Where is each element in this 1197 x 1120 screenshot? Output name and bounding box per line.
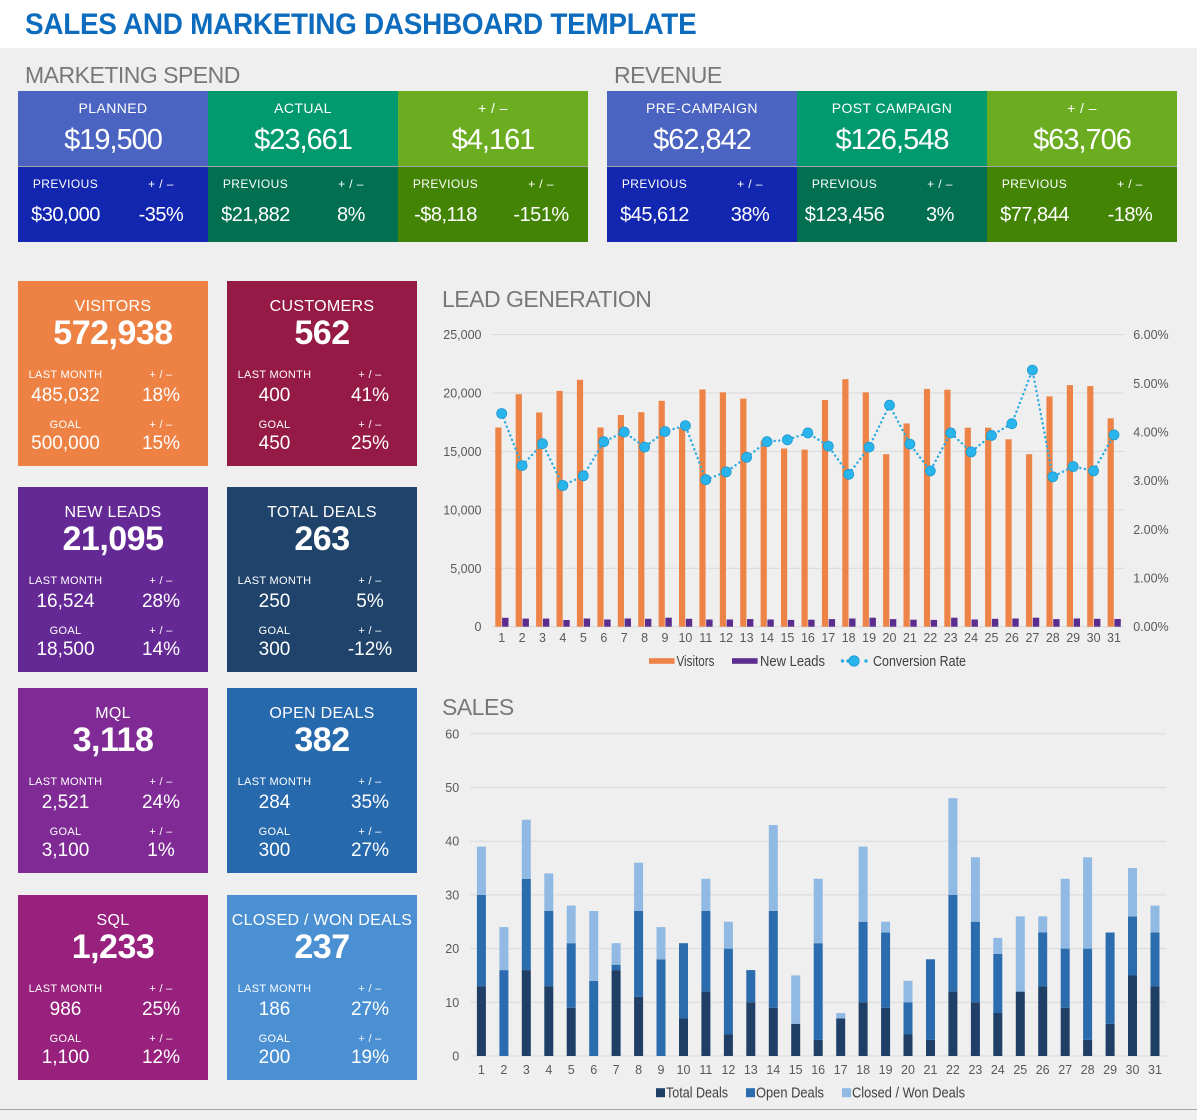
- svg-text:New Leads: New Leads: [760, 654, 825, 670]
- svg-text:25,000: 25,000: [443, 328, 481, 342]
- svg-text:1.00%: 1.00%: [1133, 572, 1168, 586]
- svg-text:18: 18: [842, 631, 856, 645]
- svg-text:2.00%: 2.00%: [1133, 523, 1168, 537]
- svg-text:10: 10: [677, 1063, 691, 1077]
- svg-text:31: 31: [1148, 1063, 1162, 1077]
- svg-text:Closed / Won Deals: Closed / Won Deals: [852, 1086, 965, 1102]
- svg-text:21: 21: [924, 1063, 938, 1077]
- svg-text:6: 6: [600, 631, 607, 645]
- svg-text:60: 60: [445, 727, 459, 741]
- svg-text:40: 40: [445, 835, 459, 849]
- svg-text:27: 27: [1058, 1063, 1072, 1077]
- svg-text:13: 13: [744, 1063, 758, 1077]
- svg-text:7: 7: [621, 631, 628, 645]
- svg-text:17: 17: [834, 1063, 848, 1077]
- svg-text:12: 12: [719, 631, 733, 645]
- svg-text:10: 10: [445, 996, 459, 1010]
- svg-text:14: 14: [760, 631, 774, 645]
- svg-text:3: 3: [523, 1063, 530, 1077]
- svg-text:10: 10: [678, 631, 692, 645]
- svg-text:16: 16: [811, 1063, 825, 1077]
- svg-text:9: 9: [658, 1063, 665, 1077]
- svg-text:11: 11: [699, 631, 712, 645]
- svg-text:25: 25: [1013, 1063, 1027, 1077]
- svg-text:12: 12: [721, 1063, 735, 1077]
- svg-text:24: 24: [964, 631, 978, 645]
- svg-text:20,000: 20,000: [443, 387, 481, 401]
- svg-text:0.00%: 0.00%: [1133, 620, 1168, 634]
- svg-text:25: 25: [985, 631, 999, 645]
- svg-text:30: 30: [1126, 1063, 1140, 1077]
- svg-text:19: 19: [862, 631, 876, 645]
- svg-text:23: 23: [944, 631, 958, 645]
- svg-text:16: 16: [801, 631, 815, 645]
- svg-text:26: 26: [1005, 631, 1019, 645]
- svg-text:8: 8: [635, 1063, 642, 1077]
- svg-text:5.00%: 5.00%: [1133, 377, 1168, 391]
- svg-text:1: 1: [498, 631, 505, 645]
- svg-text:50: 50: [445, 781, 459, 795]
- svg-text:9: 9: [662, 631, 669, 645]
- svg-text:10,000: 10,000: [443, 503, 481, 517]
- svg-text:1: 1: [478, 1063, 485, 1077]
- svg-text:28: 28: [1046, 631, 1060, 645]
- svg-text:19: 19: [879, 1063, 893, 1077]
- svg-text:3.00%: 3.00%: [1133, 474, 1168, 488]
- svg-text:20: 20: [883, 631, 897, 645]
- svg-text:7: 7: [613, 1063, 620, 1077]
- svg-text:15,000: 15,000: [443, 445, 481, 459]
- svg-text:29: 29: [1066, 631, 1080, 645]
- svg-text:14: 14: [766, 1063, 780, 1077]
- svg-text:26: 26: [1036, 1063, 1050, 1077]
- svg-text:6: 6: [590, 1063, 597, 1077]
- svg-text:28: 28: [1081, 1063, 1095, 1077]
- svg-text:0: 0: [452, 1050, 459, 1064]
- svg-text:5: 5: [568, 1063, 575, 1077]
- svg-text:27: 27: [1025, 631, 1039, 645]
- svg-text:22: 22: [923, 631, 937, 645]
- svg-text:Open Deals: Open Deals: [756, 1086, 824, 1102]
- svg-text:20: 20: [445, 942, 459, 956]
- svg-text:17: 17: [821, 631, 835, 645]
- svg-text:11: 11: [699, 1063, 712, 1077]
- svg-text:24: 24: [991, 1063, 1005, 1077]
- svg-text:21: 21: [903, 631, 917, 645]
- svg-text:8: 8: [641, 631, 648, 645]
- svg-text:18: 18: [856, 1063, 870, 1077]
- svg-text:6.00%: 6.00%: [1133, 328, 1168, 342]
- svg-text:2: 2: [519, 631, 526, 645]
- svg-text:13: 13: [740, 631, 754, 645]
- svg-text:Total Deals: Total Deals: [666, 1086, 728, 1102]
- svg-text:22: 22: [946, 1063, 960, 1077]
- svg-text:5: 5: [580, 631, 587, 645]
- svg-text:29: 29: [1103, 1063, 1117, 1077]
- svg-text:2: 2: [500, 1063, 507, 1077]
- svg-text:30: 30: [1087, 631, 1101, 645]
- svg-text:31: 31: [1107, 631, 1121, 645]
- svg-text:4: 4: [559, 631, 566, 645]
- svg-text:5,000: 5,000: [450, 562, 481, 576]
- svg-text:15: 15: [789, 1063, 803, 1077]
- svg-text:23: 23: [968, 1063, 982, 1077]
- svg-text:3: 3: [539, 631, 546, 645]
- svg-text:4: 4: [545, 1063, 552, 1077]
- svg-text:Visitors: Visitors: [677, 654, 715, 670]
- svg-text:0: 0: [475, 620, 482, 634]
- svg-text:Conversion Rate: Conversion Rate: [873, 654, 966, 670]
- svg-text:30: 30: [445, 888, 459, 902]
- svg-text:4.00%: 4.00%: [1133, 426, 1168, 440]
- svg-text:15: 15: [780, 631, 794, 645]
- svg-text:20: 20: [901, 1063, 915, 1077]
